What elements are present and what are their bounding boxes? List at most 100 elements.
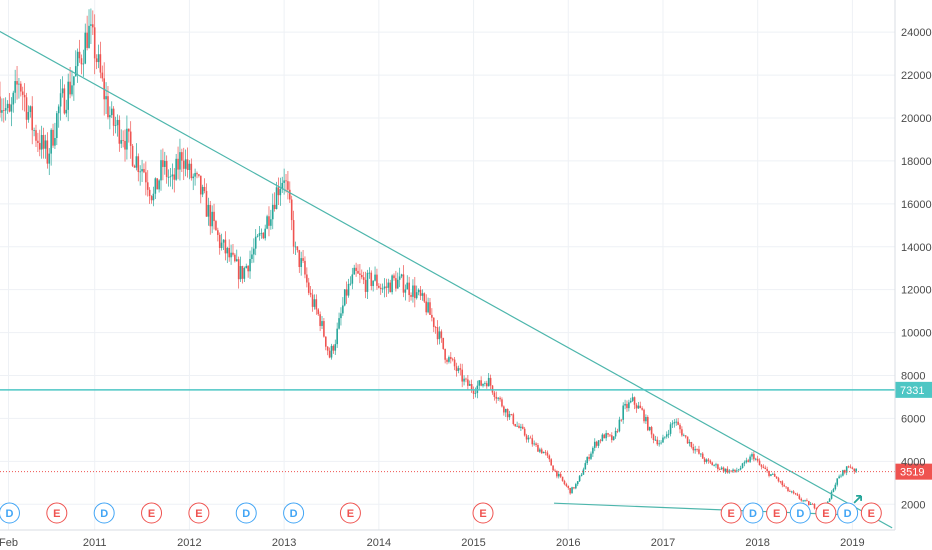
dividend-badge[interactable]: D — [94, 503, 114, 523]
earnings-badge[interactable]: E — [142, 503, 162, 523]
candle-body — [566, 484, 568, 486]
trendlines — [0, 24, 892, 528]
candle-body — [416, 292, 418, 298]
candle-body — [742, 463, 744, 467]
candle-body — [776, 477, 778, 478]
candle-body — [149, 190, 151, 196]
candle-body — [342, 305, 344, 313]
candle-body — [361, 275, 363, 277]
candle-body — [5, 108, 7, 110]
candle-body — [389, 283, 391, 293]
candle-body — [105, 96, 107, 99]
candle-body — [484, 383, 486, 384]
candle-body — [370, 273, 372, 286]
earnings-badge[interactable]: E — [861, 503, 881, 523]
candle-body — [549, 456, 551, 460]
candle-body — [414, 286, 416, 299]
candle-body — [28, 112, 30, 120]
candle-body — [458, 368, 460, 371]
candle-body — [763, 467, 765, 468]
candle-body — [251, 254, 253, 259]
candle-body — [545, 452, 547, 453]
y-tick-label: 12000 — [901, 285, 932, 297]
candle-body — [620, 420, 622, 421]
dividend-badge[interactable]: D — [0, 503, 19, 523]
earnings-badge[interactable]: E — [340, 503, 360, 523]
earnings-badge[interactable]: E — [767, 503, 787, 523]
candle-body — [113, 109, 115, 126]
candle-body — [467, 379, 469, 385]
candle-body — [622, 406, 624, 420]
y-tick-label: 6000 — [901, 413, 925, 425]
candle-body — [107, 96, 109, 117]
candle-body — [206, 191, 208, 217]
candle-body — [268, 216, 270, 226]
candle-body — [365, 280, 367, 292]
candle-body — [232, 253, 234, 255]
candle-body — [26, 97, 28, 119]
candle-body — [603, 435, 605, 439]
candle-body — [225, 240, 227, 254]
candle-body — [278, 187, 280, 195]
candle-body — [96, 58, 98, 62]
candle-body — [495, 397, 497, 399]
candle-body — [802, 500, 804, 501]
candle-body — [615, 431, 617, 436]
candle-body — [681, 429, 683, 435]
candle-body — [492, 386, 494, 393]
candle-body — [69, 82, 71, 95]
candle-body — [412, 286, 414, 297]
candle-body — [806, 500, 808, 501]
earnings-badge[interactable]: E — [189, 503, 209, 523]
candle-body — [812, 504, 814, 505]
candle-body — [835, 485, 837, 489]
dividend-badge[interactable]: D — [284, 503, 304, 523]
candle-body — [679, 425, 681, 429]
candle-body — [410, 295, 412, 297]
candle-body — [448, 357, 450, 362]
candle-body — [446, 360, 448, 362]
earnings-badge[interactable]: E — [721, 503, 741, 523]
candle-body — [585, 463, 587, 469]
candle-body — [285, 180, 287, 181]
candle-body — [664, 437, 666, 438]
dividend-badge[interactable]: D — [790, 503, 810, 523]
candle-body — [355, 268, 357, 271]
candle-body — [172, 174, 174, 176]
candle-body — [177, 159, 179, 170]
candle-body — [749, 457, 751, 462]
earnings-badge[interactable]: E — [47, 503, 67, 523]
candle-body — [497, 398, 499, 399]
candle-body — [836, 478, 838, 484]
candle-body — [338, 318, 340, 329]
dividend-badge[interactable]: D — [743, 503, 763, 523]
candle-body — [247, 266, 249, 271]
candle-body — [499, 398, 501, 400]
badge-letter: E — [773, 508, 780, 520]
candle-body — [842, 470, 844, 476]
dividend-badge[interactable]: D — [838, 503, 858, 523]
candle-body — [475, 393, 477, 394]
y-tick-label: 10000 — [901, 328, 932, 340]
x-tick-label: 2018 — [745, 537, 769, 549]
candle-body — [787, 487, 789, 491]
dividend-badge[interactable]: D — [236, 503, 256, 523]
badge-letter: E — [727, 508, 734, 520]
candle-body — [380, 288, 382, 289]
candle-body — [11, 105, 13, 112]
candle-body — [37, 141, 39, 143]
candle-body — [344, 289, 346, 305]
candle-body — [556, 471, 558, 477]
candle-body — [30, 106, 32, 112]
earnings-badge[interactable]: E — [473, 503, 493, 523]
candle-body — [810, 504, 812, 505]
candle-body — [255, 237, 257, 249]
candle-body — [109, 115, 111, 117]
candle-body — [619, 420, 621, 432]
earnings-badge[interactable]: E — [816, 503, 836, 523]
candle-body — [192, 177, 194, 179]
candle-body — [270, 219, 272, 226]
candle-body — [528, 438, 530, 440]
